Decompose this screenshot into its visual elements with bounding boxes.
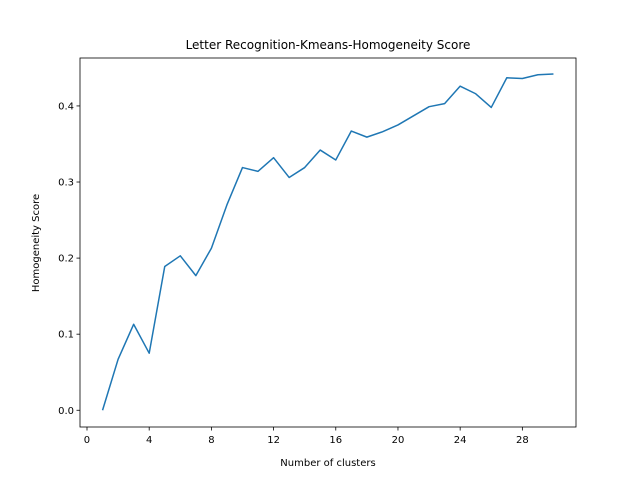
x-tick-label: 4 xyxy=(146,435,152,446)
x-tick-label: 28 xyxy=(516,435,529,446)
y-tick-label: 0.0 xyxy=(58,406,74,417)
x-tick-label: 16 xyxy=(329,435,342,446)
series-line-0 xyxy=(101,73,554,411)
y-tick-label: 0.2 xyxy=(58,254,74,265)
x-tick-label: 8 xyxy=(208,435,214,446)
plot-area: 0 4 8 12 16 20 24 28 0.0 0.1 0.2 0.3 0.4 xyxy=(58,57,577,446)
y-tick-label: 0.3 xyxy=(58,178,74,189)
y-axis-label: Homogeneity Score xyxy=(31,194,42,292)
y-tick-label: 0.1 xyxy=(58,330,74,341)
x-tick-label: 0 xyxy=(84,435,90,446)
axes-frame xyxy=(79,57,577,428)
x-axis-label: Number of clusters xyxy=(280,458,375,469)
x-tick-label: 24 xyxy=(454,435,467,446)
y-tick-label: 0.4 xyxy=(58,101,74,112)
chart-title: Letter Recognition-Kmeans-Homogeneity Sc… xyxy=(186,38,471,52)
x-tick-label: 12 xyxy=(267,435,280,446)
x-tick-label: 20 xyxy=(392,435,405,446)
